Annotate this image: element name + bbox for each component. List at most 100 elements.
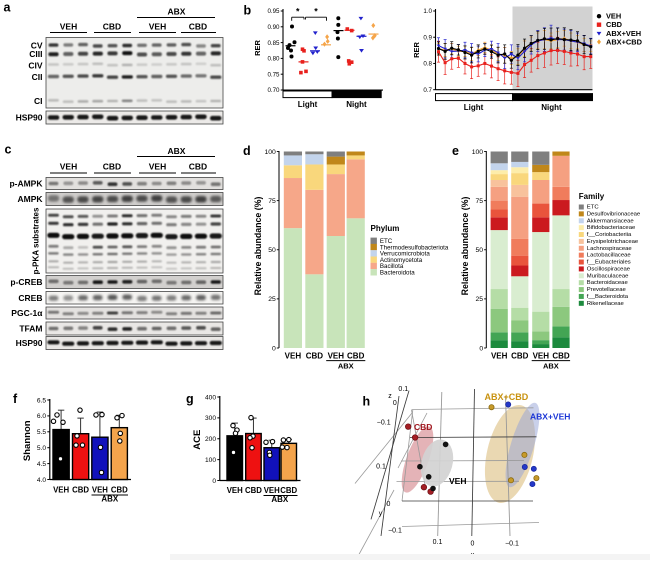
svg-text:0.7: 0.7 [423, 87, 432, 94]
svg-text:Family: Family [579, 192, 605, 201]
svg-text:4.5: 4.5 [37, 461, 46, 468]
svg-text:CII: CII [32, 72, 43, 82]
svg-text:p-PKA substrates: p-PKA substrates [32, 207, 41, 274]
svg-text:c: c [5, 143, 12, 157]
svg-text:4.0: 4.0 [37, 477, 46, 484]
svg-text:Bifidobacteriaceae: Bifidobacteriaceae [587, 225, 636, 231]
svg-text:1.0: 1.0 [423, 8, 432, 15]
svg-text:0.70: 0.70 [267, 87, 280, 94]
svg-text:e: e [452, 144, 459, 158]
svg-text:50: 50 [268, 247, 276, 254]
svg-text:300: 300 [205, 415, 216, 422]
svg-text:y: y [379, 511, 383, 518]
svg-text:VEH: VEH [60, 22, 77, 32]
svg-text:PGC-1α: PGC-1α [11, 308, 43, 318]
svg-text:Erysipelotrichaceae: Erysipelotrichaceae [587, 239, 639, 245]
svg-text:HSP90: HSP90 [16, 113, 43, 123]
svg-text:Night: Night [346, 100, 367, 109]
svg-text:ABX+VEH: ABX+VEH [530, 412, 570, 422]
svg-text:0.1: 0.1 [398, 386, 408, 393]
svg-text:TFAM: TFAM [19, 324, 42, 334]
svg-text:p-AMPK: p-AMPK [9, 179, 43, 189]
svg-text:g: g [186, 392, 194, 406]
svg-text:CBD: CBD [189, 22, 207, 32]
svg-text:0.1: 0.1 [433, 539, 443, 546]
svg-text:b: b [244, 4, 252, 18]
svg-text:VEH: VEH [149, 22, 166, 32]
svg-text:CBD: CBD [414, 422, 432, 432]
svg-text:50: 50 [476, 247, 484, 254]
svg-text:−0.1: −0.1 [505, 541, 519, 548]
svg-text:Phylum: Phylum [371, 224, 400, 233]
svg-text:CBD: CBD [245, 486, 262, 495]
svg-text:Relative abundance (%): Relative abundance (%) [460, 197, 470, 296]
svg-text:VEH: VEH [60, 162, 77, 172]
svg-text:400: 400 [205, 394, 216, 401]
svg-text:VEH: VEH [92, 486, 108, 495]
svg-text:ABX: ABX [168, 146, 186, 156]
svg-text:p-CREB: p-CREB [10, 277, 42, 287]
svg-text:Bacteroidota: Bacteroidota [380, 270, 415, 277]
svg-text:Muribaculaceae: Muribaculaceae [587, 273, 629, 279]
svg-text:100: 100 [205, 457, 216, 464]
svg-text:0.80: 0.80 [267, 56, 280, 63]
svg-text:VEH: VEH [285, 351, 302, 360]
svg-text:VEH: VEH [328, 351, 345, 360]
svg-text:Rikenellaceae: Rikenellaceae [587, 301, 625, 307]
svg-text:0: 0 [272, 345, 276, 352]
svg-text:Desulfovibrionaceae: Desulfovibrionaceae [587, 211, 641, 217]
svg-text:VEH: VEH [491, 351, 508, 360]
svg-text:ABX+CBD: ABX+CBD [485, 392, 529, 402]
svg-text:6.0: 6.0 [37, 413, 46, 420]
svg-text:0: 0 [479, 345, 483, 352]
svg-text:CBD: CBD [306, 351, 324, 360]
svg-text:0.9: 0.9 [423, 34, 432, 41]
svg-text:ABX: ABX [543, 362, 559, 371]
svg-text:Shannon: Shannon [22, 420, 33, 461]
svg-text:ABX: ABX [168, 7, 186, 17]
svg-text:VEH: VEH [53, 486, 69, 495]
svg-text:0.90: 0.90 [267, 24, 280, 31]
svg-text:f__Coriobacteriia: f__Coriobacteriia [587, 232, 632, 238]
svg-text:ABX: ABX [101, 495, 119, 504]
svg-text:5.0: 5.0 [37, 445, 46, 452]
svg-text:AMPK: AMPK [17, 194, 43, 204]
svg-text:0.95: 0.95 [267, 8, 280, 15]
svg-text:CI: CI [34, 96, 43, 106]
svg-text:Light: Light [298, 100, 318, 109]
svg-text:0: 0 [212, 478, 216, 485]
svg-text:z: z [388, 393, 392, 400]
svg-text:75: 75 [268, 198, 276, 205]
svg-text:0.75: 0.75 [267, 71, 280, 78]
svg-text:CBD: CBD [103, 22, 121, 32]
svg-text:*: * [296, 7, 300, 17]
svg-text:VEH: VEH [264, 486, 280, 495]
svg-text:RER: RER [253, 40, 262, 56]
svg-text:Prevotellaceae: Prevotellaceae [587, 287, 627, 293]
svg-text:CBD: CBD [103, 162, 121, 172]
svg-text:CIII: CIII [29, 49, 42, 59]
svg-text:−0.1: −0.1 [377, 420, 391, 427]
svg-text:VEH: VEH [449, 476, 466, 486]
svg-text:CBD: CBD [280, 486, 297, 495]
svg-text:CBD: CBD [511, 351, 529, 360]
svg-text:−0.1: −0.1 [388, 528, 402, 535]
svg-text:5.5: 5.5 [37, 429, 46, 436]
svg-text:100: 100 [472, 149, 484, 156]
svg-text:0.85: 0.85 [267, 40, 280, 47]
svg-text:VEH: VEH [533, 351, 550, 360]
svg-text:Akkermansiaceae: Akkermansiaceae [587, 218, 635, 224]
svg-text:VEH: VEH [227, 486, 243, 495]
svg-text:ETC: ETC [587, 205, 600, 211]
svg-text:0: 0 [471, 541, 475, 548]
svg-text:f__Bacteroidota: f__Bacteroidota [587, 294, 629, 300]
svg-text:VEH: VEH [149, 162, 166, 172]
svg-text:HSP90: HSP90 [16, 338, 43, 348]
svg-text:ABX: ABX [338, 362, 354, 371]
svg-text:CIV: CIV [28, 61, 43, 71]
svg-text:Oscillospiraceae: Oscillospiraceae [587, 266, 631, 272]
svg-text:CBD: CBD [552, 351, 570, 360]
svg-text:Night: Night [541, 103, 562, 112]
svg-text:Bacteroidaceae: Bacteroidaceae [587, 280, 629, 286]
svg-text:a: a [4, 1, 12, 15]
